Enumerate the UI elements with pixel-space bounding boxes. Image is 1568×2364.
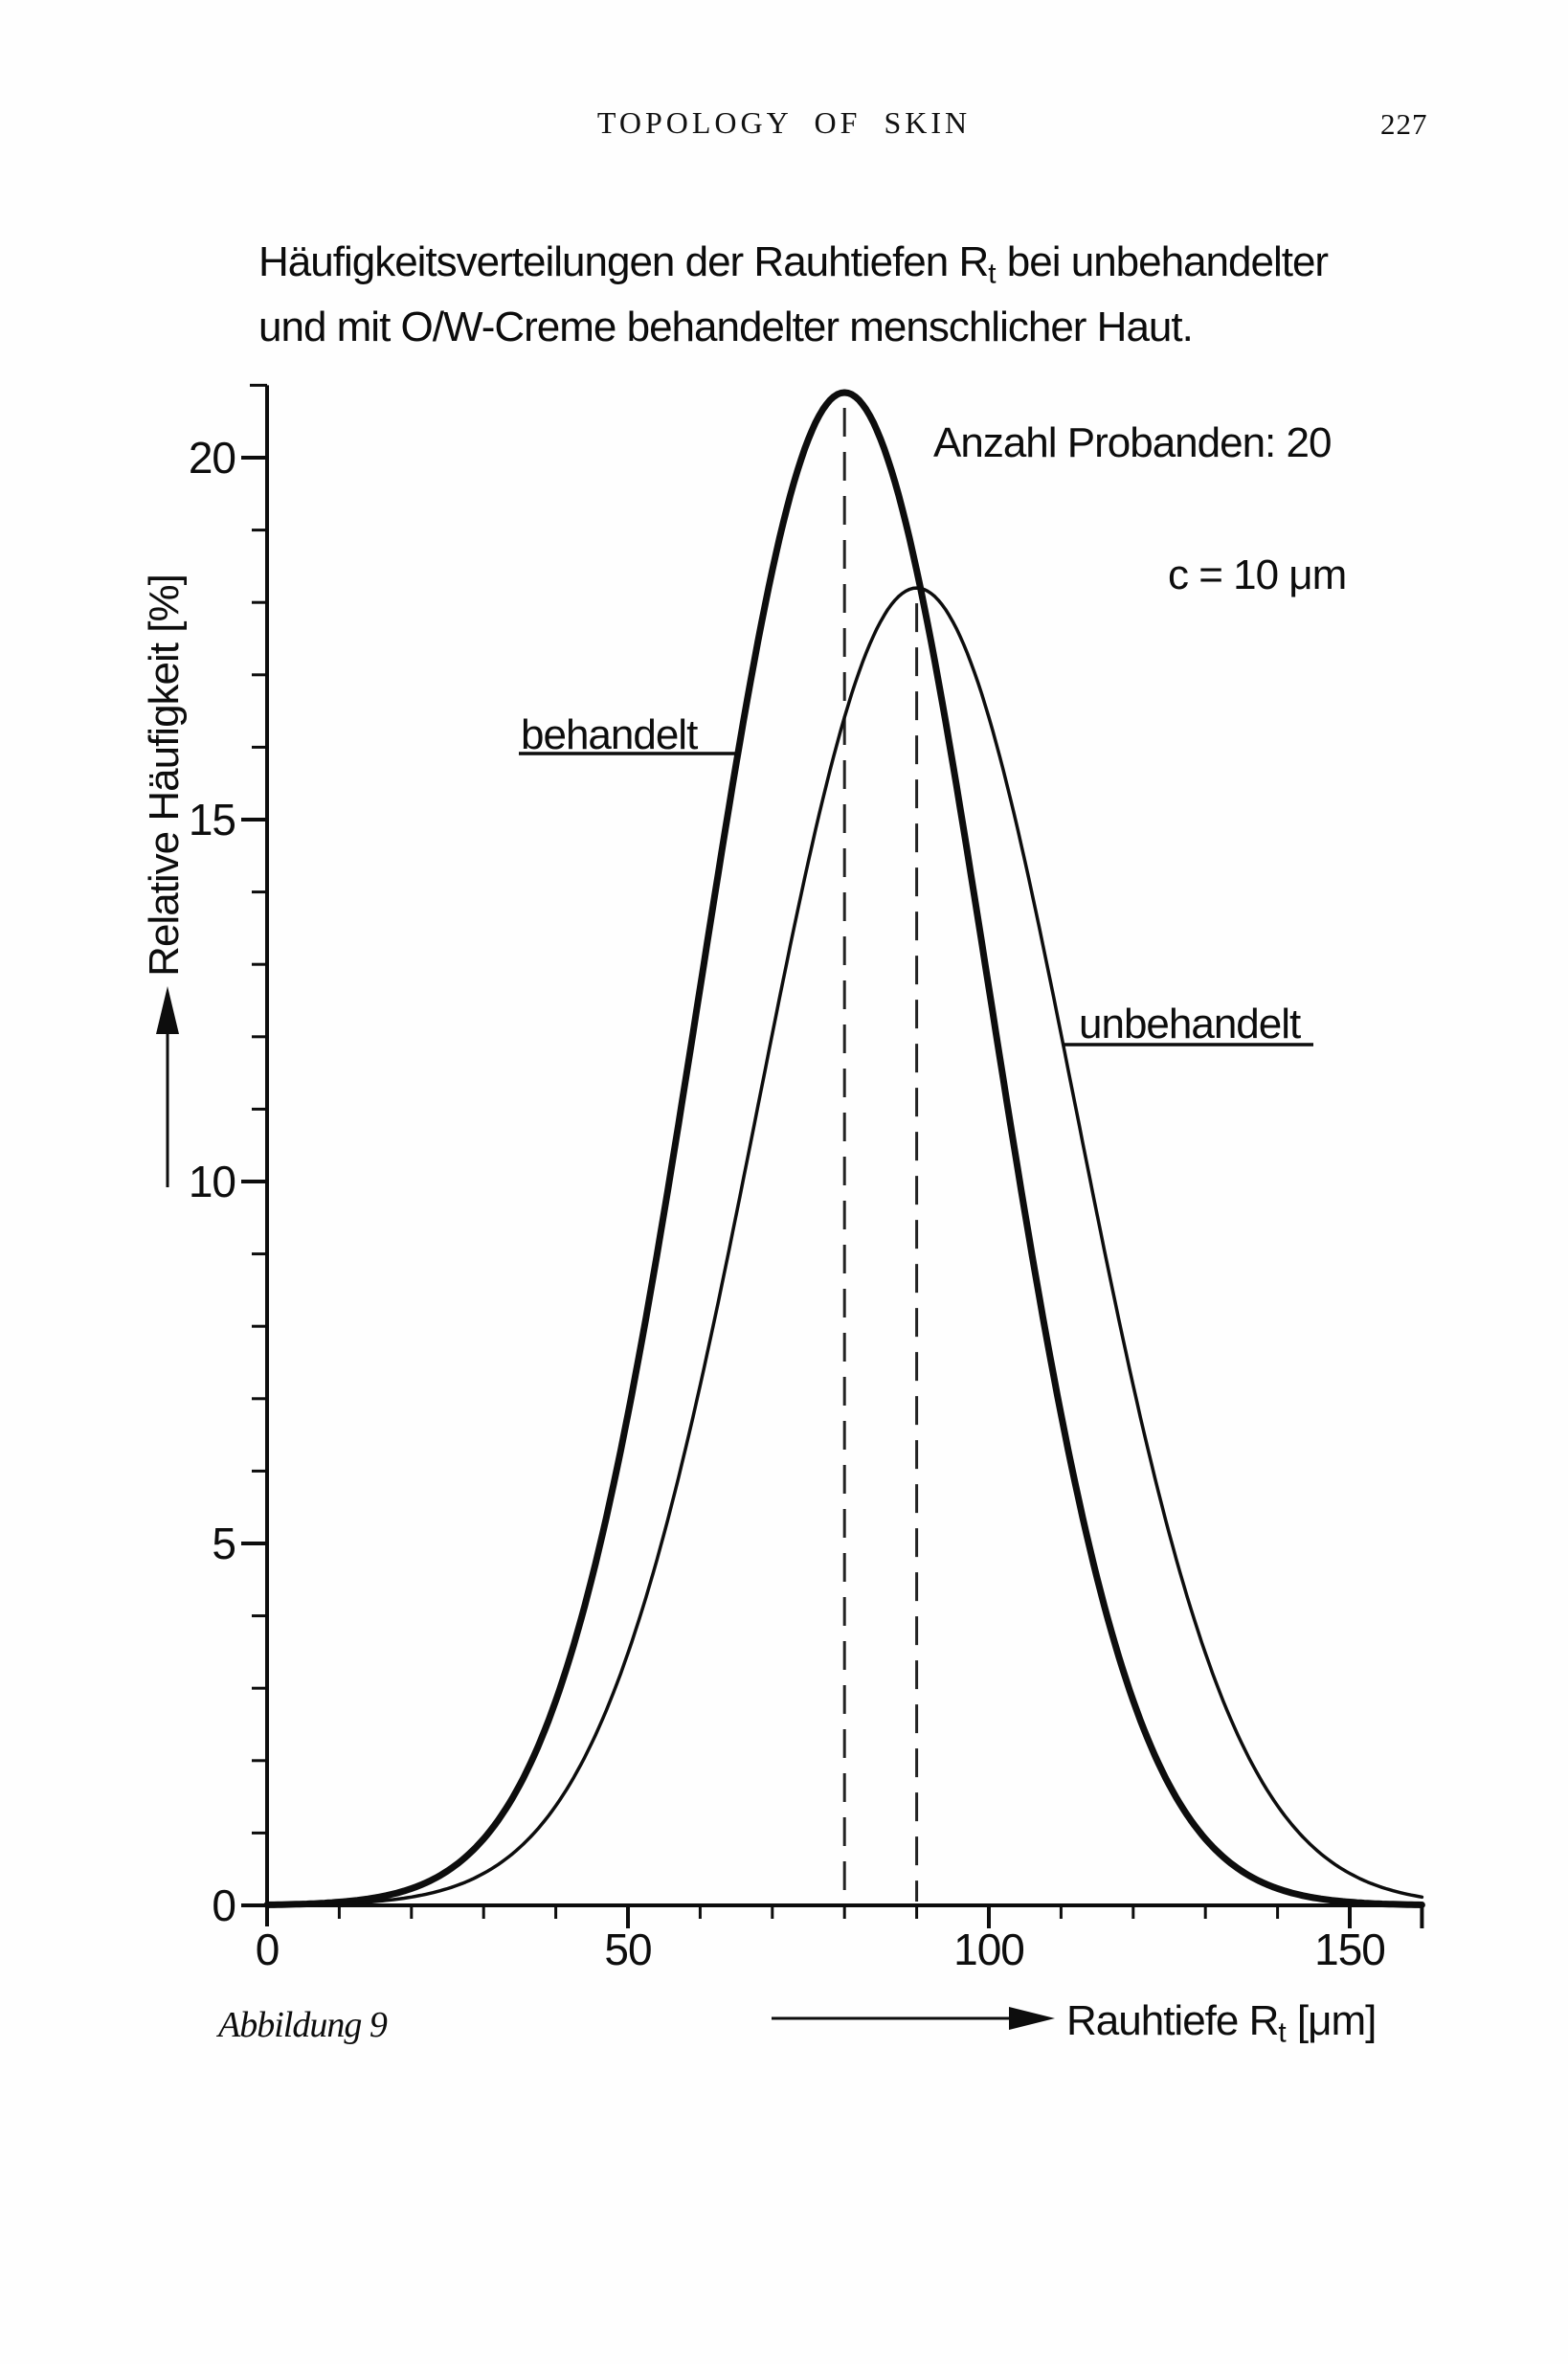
y-axis-arrowhead-icon [156,986,179,1034]
curve-label-untreated: unbehandelt [1079,1001,1301,1047]
y-axis-label: Relative Häufigkeit [%] [141,574,188,977]
annotation-subject-count: Anzahl Probanden: 20 [933,419,1332,466]
x-axis-label-prefix: Rauhtiefe R [1066,1997,1279,2044]
y-tick-label: 15 [189,795,235,844]
y-tick-label: 20 [189,433,235,483]
y-tick-label: 0 [212,1880,235,1930]
x-axis-arrowhead-icon [1009,2007,1055,2030]
y-tick-label: 5 [212,1519,235,1568]
x-axis-label-unit: [μm] [1286,1997,1377,2044]
x-axis-label-rt-subscript: t [1278,2016,1287,2049]
curve-unbehandelt [265,586,1424,1907]
figure-title-line1-suffix: bei unbehandelter [996,238,1329,285]
running-title: TOPOLOGY OF SKIN [596,105,972,140]
annotation-class-width: c = 10 μm [1168,552,1347,598]
curve-label-treated: behandelt [521,711,698,758]
figure-title-line2: und mit O/W-Creme behandelter menschlich… [258,304,1194,351]
page-number: 227 [1380,107,1428,141]
x-tick-label: 100 [953,1925,1024,1974]
x-tick-label: 50 [604,1925,651,1974]
x-tick-label: 150 [1314,1925,1385,1974]
curve-behandelt [263,389,1425,1908]
figure-title-line1: Häufigkeitsverteilungen der Rauhtiefen R… [258,238,1329,289]
figure-title-rt-subscript: t [988,258,997,290]
figure-title: Häufigkeitsverteilungen der Rauhtiefen R… [258,236,1369,354]
x-axis-label: Rauhtiefe Rt [μm] [1066,1997,1377,2049]
y-tick-label: 10 [189,1157,235,1206]
x-tick-label: 0 [256,1925,280,1974]
figure-title-line1-prefix: Häufigkeitsverteilungen der Rauhtiefen R [258,238,989,285]
figure-caption: Abbildung 9 [218,2005,388,2045]
